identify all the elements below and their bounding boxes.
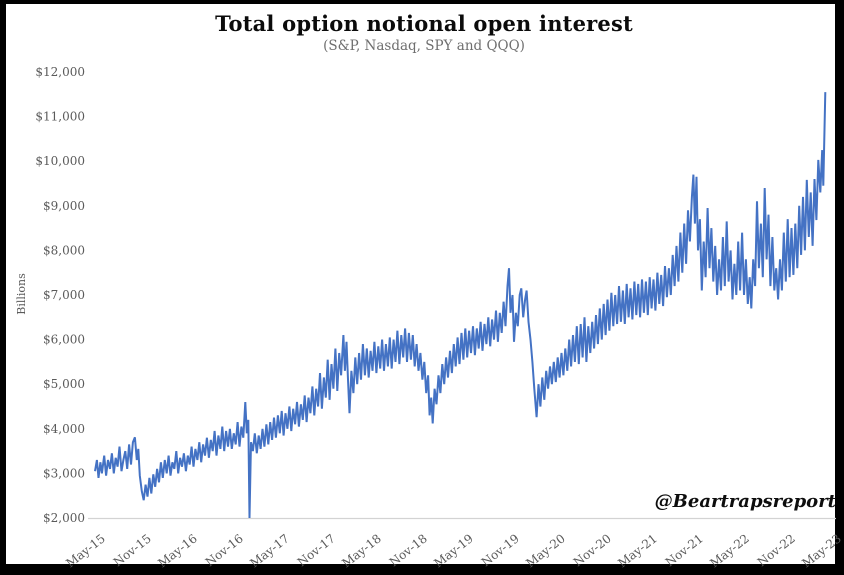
y-tick-label: $6,000 [43,333,85,347]
x-tick-label: Nov-19 [479,531,522,569]
x-tick-label: May-18 [339,531,384,570]
y-tick-label: $10,000 [35,154,85,168]
x-tick-label: Nov-16 [203,531,246,569]
x-tick-label: May-17 [247,531,292,570]
y-axis-tick-labels: $2,000 $3,000 $4,000 $5,000 $6,000 $7,000 $8,0… [35,65,85,525]
y-tick-label: $8,000 [43,243,85,257]
y-tick-label: $9,000 [43,199,85,213]
y-tick-label: $7,000 [43,288,85,302]
y-tick-label: $12,000 [35,65,85,79]
y-tick-label: $5,000 [43,377,85,391]
chart-subtitle: (S&P, Nasdaq, SPY and QQQ) [323,38,525,54]
x-tick-label: May-21 [615,531,660,570]
chart-title: Total option notional open interest [215,11,633,36]
x-tick-label: Nov-15 [111,531,154,569]
y-tick-label: $4,000 [43,422,85,436]
x-tick-label: Nov-22 [755,531,798,569]
x-tick-label: May-19 [431,531,476,570]
watermark: @Beartrapsreport [655,491,837,512]
x-tick-label: May-16 [155,531,200,570]
x-tick-label: May-22 [707,531,752,570]
x-tick-label: Nov-21 [663,531,706,569]
x-tick-label: May-15 [63,531,108,570]
x-tick-label: Nov-18 [387,531,430,569]
x-axis-tick-labels: May-15 Nov-15 May-16 Nov-16 May-17 Nov-17 May-… [63,531,844,570]
x-tick-label: Nov-20 [571,531,614,569]
x-tick-label: May-23 [799,531,844,570]
x-tick-label: Nov-17 [295,531,338,569]
y-tick-label: $2,000 [43,511,85,525]
y-axis-title: Billions [15,273,28,315]
y-tick-label: $11,000 [35,110,85,124]
y-tick-label: $3,000 [43,466,85,480]
data-series-line [94,92,827,519]
x-tick-label: May-20 [523,531,568,570]
chart-background [6,4,835,564]
